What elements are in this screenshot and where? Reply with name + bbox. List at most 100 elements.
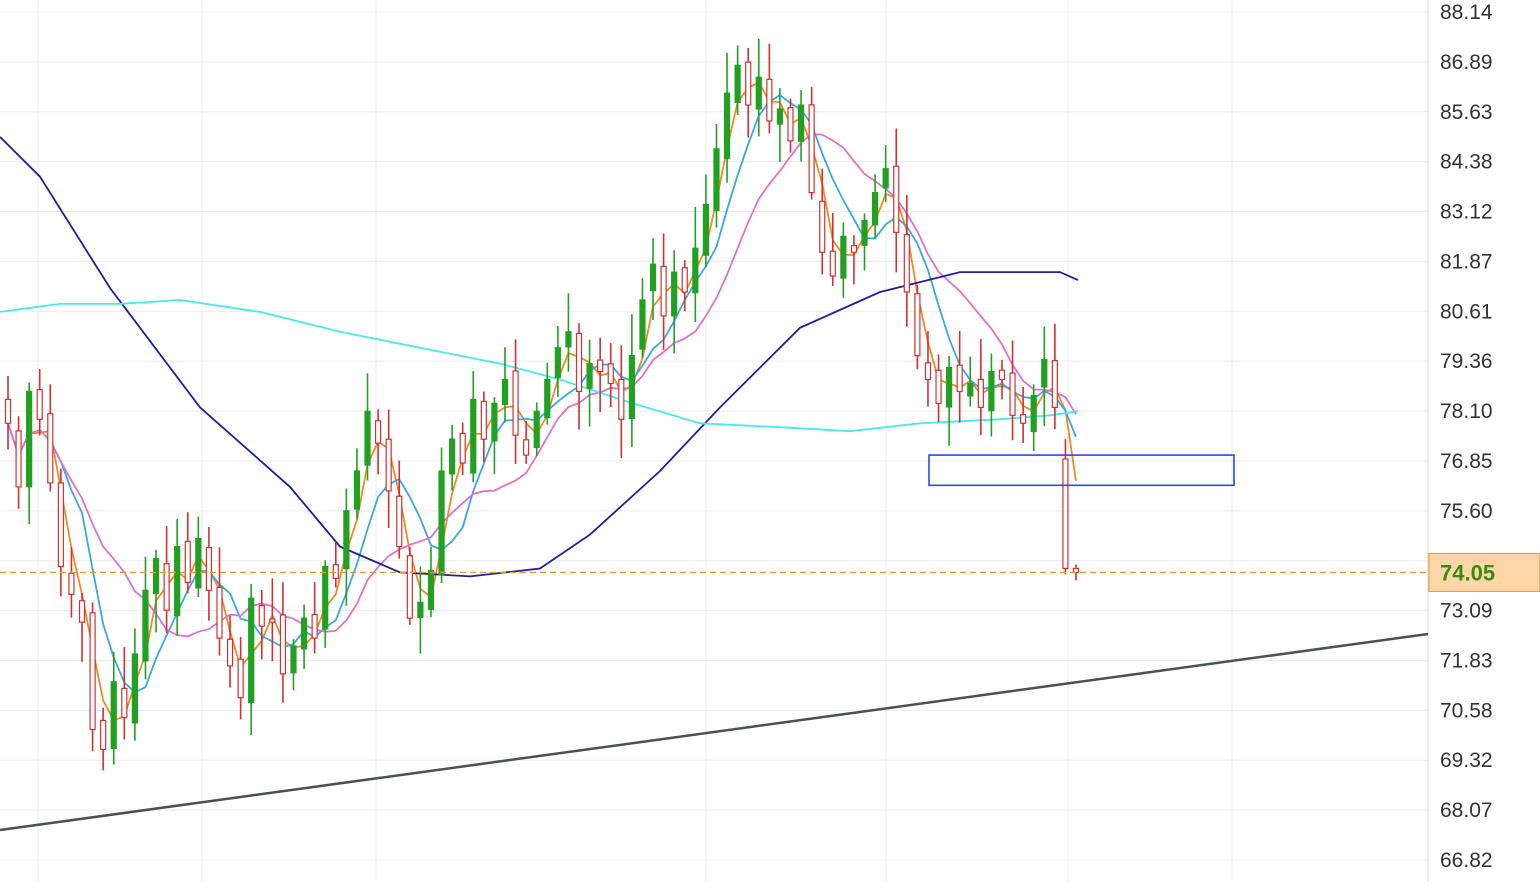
- candle-body: [554, 347, 561, 379]
- candle-body: [660, 265, 667, 317]
- candle-body: [449, 438, 456, 475]
- candle-body: [195, 538, 202, 589]
- candle-body: [702, 203, 710, 256]
- candle-body: [322, 565, 329, 630]
- candle-body: [311, 613, 318, 639]
- candle-body: [755, 76, 762, 110]
- candle-body: [882, 168, 889, 189]
- candle-body: [501, 378, 509, 405]
- candle-body: [68, 572, 75, 595]
- candle-body: [1020, 414, 1027, 424]
- candle-body: [850, 245, 858, 253]
- candle-body: [956, 364, 963, 393]
- support-trendline: [0, 632, 1429, 832]
- candle-body: [100, 719, 107, 751]
- candle-body: [417, 601, 424, 619]
- candle-body: [152, 557, 160, 594]
- candle-body: [343, 510, 350, 570]
- trendline-layer: [0, 632, 1429, 832]
- candle-body: [142, 589, 149, 662]
- candle-body: [491, 402, 498, 442]
- moving-averages-layer: [0, 81, 1079, 722]
- candle-body: [121, 687, 128, 719]
- candle-body: [871, 191, 879, 226]
- candle-body: [480, 400, 487, 440]
- y-tick-label: 73.09: [1440, 600, 1493, 623]
- ma-cyan-line: [0, 299, 1079, 433]
- ma-orange-line: [7, 81, 1077, 722]
- candle-body: [681, 267, 688, 293]
- candle-body: [586, 363, 593, 389]
- y-tick-label: 75.60: [1440, 500, 1493, 523]
- candle-body: [385, 438, 392, 492]
- candle-body: [163, 563, 170, 611]
- candle-body: [988, 370, 995, 412]
- candle-body: [427, 569, 435, 610]
- current-price-badge: [1428, 552, 1540, 592]
- candle-body: [89, 612, 96, 731]
- candle-body: [533, 410, 540, 449]
- candle-body: [216, 586, 223, 639]
- candle-body: [840, 235, 847, 279]
- candle-body: [269, 618, 276, 623]
- candle-body: [967, 382, 974, 397]
- candle-body: [174, 545, 181, 617]
- candle-body: [692, 247, 699, 294]
- y-tick-label: 71.83: [1440, 649, 1493, 672]
- candle-body: [364, 410, 371, 466]
- candle-body: [332, 564, 339, 579]
- y-tick-label: 81.87: [1440, 250, 1493, 273]
- y-tick-label: 85.63: [1440, 101, 1493, 124]
- candle-body: [131, 653, 138, 724]
- candle-body: [205, 547, 213, 591]
- candle-body: [723, 92, 731, 159]
- candle-body: [396, 495, 403, 548]
- candle-body: [766, 78, 773, 122]
- candle-body: [1062, 458, 1069, 570]
- candle-body: [808, 104, 815, 194]
- candle-body: [734, 64, 741, 103]
- candle-body: [374, 420, 382, 444]
- candle-body: [639, 299, 646, 350]
- candle-body: [248, 597, 255, 704]
- candle-body: [745, 61, 752, 106]
- y-tick-label: 66.82: [1440, 849, 1493, 872]
- candle-body: [470, 398, 477, 474]
- y-tick-label: 76.85: [1440, 450, 1493, 473]
- candle-body: [977, 378, 984, 408]
- candle-body: [544, 378, 551, 419]
- candle-body: [649, 263, 657, 292]
- candle-body: [110, 681, 117, 750]
- candle-body: [607, 363, 614, 385]
- grid-layer: [0, 0, 1429, 882]
- candle-body: [36, 389, 43, 420]
- y-tick-label: 78.10: [1440, 400, 1493, 423]
- candle-body: [512, 370, 519, 436]
- candle-body: [819, 200, 826, 253]
- candle-body: [523, 439, 530, 456]
- candle-body: [829, 250, 836, 277]
- candle-body: [279, 614, 287, 675]
- candle-body: [1051, 360, 1058, 408]
- candle-body: [184, 540, 191, 583]
- candle-body: [787, 107, 794, 142]
- y-tick-label: 84.38: [1440, 151, 1493, 174]
- candle-body: [353, 470, 361, 510]
- y-tick-label: 68.07: [1440, 799, 1493, 822]
- current-price-label: 74.05: [1440, 560, 1495, 585]
- candle-body: [438, 470, 445, 576]
- candle-body: [671, 271, 678, 317]
- candle-body: [47, 413, 54, 484]
- candle-body: [776, 108, 784, 125]
- candle-body: [998, 369, 1006, 381]
- candle-body: [628, 355, 635, 419]
- candle-body: [935, 369, 942, 404]
- ma-navy-line: [0, 136, 1079, 578]
- y-tick-label: 69.32: [1440, 749, 1493, 772]
- candle-body: [459, 432, 466, 464]
- candle-body: [914, 293, 921, 357]
- candle-body: [565, 331, 572, 348]
- candle-body: [258, 605, 265, 627]
- candle-body: [575, 332, 583, 393]
